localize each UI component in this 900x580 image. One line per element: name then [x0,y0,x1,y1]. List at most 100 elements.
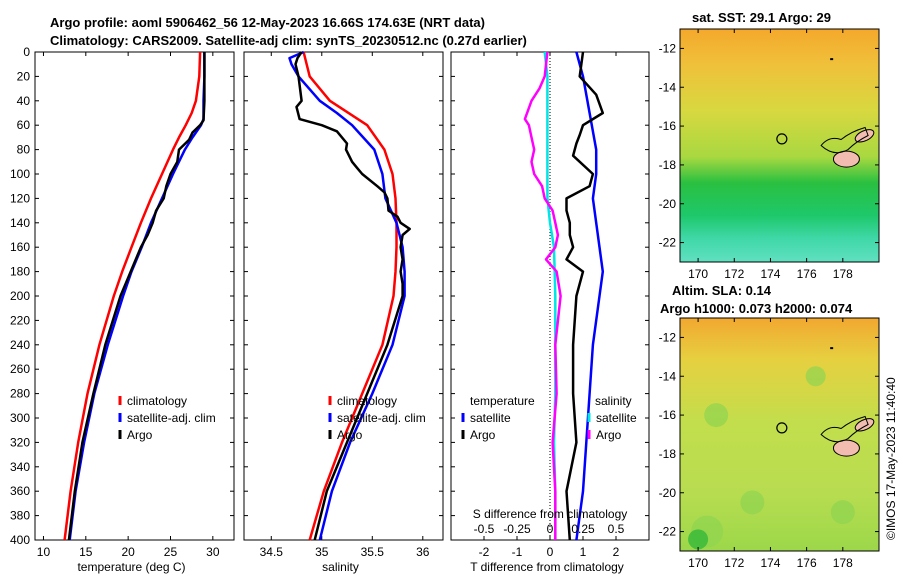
map-x-tick-label: 174 [760,556,780,570]
x-tick-label: 36 [416,545,430,559]
map-y-tick-label: -12 [659,41,677,55]
chart-panel-0: 0 20 40 60 80 100 120 140 160 180 200 220 240 260 280 3… [10,45,235,574]
y-tick-label: 160 [10,240,30,254]
argo-position-marker [776,133,788,145]
legend-label: Argo [127,428,153,442]
y-tick-label: 340 [10,460,30,474]
climatology-title: Climatology: CARS2009. Satellite-adj cli… [50,33,527,48]
x-tick-label: -2 [479,545,490,559]
map-sst: -12 -14 -16 -18 -20 -22 170 172 174 176 178 [659,28,880,281]
y-tick-label: 400 [10,533,30,547]
map-y-tick-label: -20 [659,486,677,500]
reef-outline [820,126,869,154]
map-y-tick-label: -22 [659,236,677,250]
legend: climatology satellite-adj. clim Argo [118,394,216,442]
s-tick-label: 0.25 [571,522,595,536]
legend-label: Argo [337,428,363,442]
y-tick-label: 100 [10,167,30,181]
x-tick-label: 1 [580,545,587,559]
plot-frame [34,51,235,541]
map-x-tick-label: 172 [724,556,744,570]
y-tick-label: 220 [10,313,30,327]
island-viti-levu [832,439,860,457]
x-axis-label: T difference from climatology [470,560,624,574]
y-tick-label: 240 [10,338,30,352]
legend-label: satellite-adj. clim [127,411,216,425]
map-x-tick-label: 176 [797,267,817,281]
legend-label: satellite [596,411,637,425]
x-tick-label: 30 [206,545,220,559]
x-tick-label: 35.5 [361,545,385,559]
x-tick-label: 34.5 [260,545,284,559]
y-tick-label: 200 [10,289,30,303]
islet [830,58,834,61]
sla-anomaly [830,500,855,525]
legend-label: Argo [596,428,622,442]
x-tick-label: 25 [164,545,178,559]
y-tick-label: 380 [10,509,30,523]
legend-label: climatology [337,394,397,408]
y-tick-label: 60 [17,118,31,132]
y-tick-label: 320 [10,435,30,449]
x-tick-label: 10 [37,545,51,559]
map-y-tick-label: -22 [659,525,677,539]
island-vanua-levu [854,129,875,143]
reef-outline [820,415,869,443]
series-line-t-argo [565,51,605,541]
legend-label: satellite-adj. clim [337,411,426,425]
s-tick-label: -0.25 [503,522,531,536]
series-line-s-argo [523,51,562,540]
map-y-tick-label: -16 [659,408,677,422]
sla-map-title: Altim. SLA: 0.14 [672,283,771,298]
map-x-tick-label: 178 [833,556,853,570]
map-y-tick-label: -14 [659,369,677,383]
y-tick-label: 180 [10,265,30,279]
sst-map-title: sat. SST: 29.1 Argo: 29 [692,10,831,25]
legend-label: climatology [127,394,187,408]
x-tick-label: 20 [121,545,135,559]
series-line-argo [294,51,411,541]
chart-panel-2: -2 -1 0 1 2T difference from climatology temp… [450,51,650,574]
y-tick-label: 360 [10,484,30,498]
x-axis-label: salinity [322,560,359,574]
y-tick-label: 120 [10,191,30,205]
argo-position-marker [776,422,788,434]
y-tick-label: 280 [10,387,30,401]
sla-anomaly [688,529,709,550]
map-y-tick-label: -18 [659,447,677,461]
y-tick-label: 140 [10,216,30,230]
map-frame [679,28,880,263]
series-line-argo [67,52,206,541]
series-line-t-satellite [575,51,605,541]
legend-title-salinity: salinity [595,394,632,408]
x-tick-label: 0 [547,545,554,559]
chart-panel-1: 34.5 35 35.5 36 salinity climatology satellite… [243,50,444,574]
s-tick-label: 0.5 [608,522,625,536]
s-tick-label: 0 [547,522,554,536]
sla-map-subtitle: Argo h1000: 0.073 h2000: 0.074 [660,301,853,316]
s-axis-label: S difference from climatology [473,507,628,521]
series-line-climatology [63,51,202,541]
map-y-tick-label: -20 [659,197,677,211]
y-tick-label: 300 [10,411,30,425]
legend-label: Argo [470,428,496,442]
x-tick-label: 35 [315,545,329,559]
map-x-tick-label: 178 [833,267,853,281]
y-tick-label: 80 [17,143,31,157]
y-tick-label: 20 [17,69,31,83]
island-viti-levu [832,150,860,168]
map-y-tick-label: -14 [659,80,677,94]
map-x-tick-label: 176 [797,556,817,570]
legend: climatology satellite-adj. clim Argo [328,394,426,442]
map-x-tick-label: 170 [688,267,708,281]
islet [830,347,834,350]
map-y-tick-label: -12 [659,330,677,344]
map-y-tick-label: -18 [659,158,677,172]
map-x-tick-label: 172 [724,267,744,281]
island-vanua-levu [854,418,875,432]
y-tick-label: 0 [23,45,30,59]
map-x-tick-label: 170 [688,556,708,570]
plot-frame [243,51,444,541]
x-tick-label: 2 [613,545,620,559]
